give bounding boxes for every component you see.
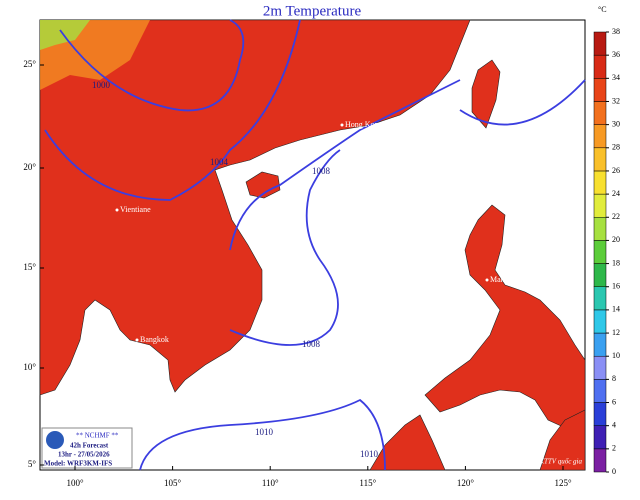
lat-label: 10° <box>23 362 36 372</box>
colorbar-cell <box>593 147 607 172</box>
info-time: 13hr - 27/05/2026 <box>58 451 110 459</box>
colorbar-cell <box>593 78 607 102</box>
colorbar-tick-label: 14 <box>612 305 620 314</box>
colorbar-tick-label: 12 <box>612 328 620 337</box>
colorbar-tick-label: 24 <box>612 189 620 198</box>
cool-area <box>40 20 90 50</box>
place-dot <box>500 65 504 69</box>
place-dot <box>233 350 237 354</box>
place-dot <box>485 278 489 282</box>
isobar-label: 1004 <box>210 157 229 167</box>
place-label: Hong Kong <box>345 120 383 129</box>
isobar <box>139 398 386 471</box>
colorbar-tick-label: 20 <box>612 235 620 244</box>
lat-label: 25° <box>23 59 36 69</box>
colorbar-cell <box>593 286 607 311</box>
place-label: Vientiane <box>120 205 151 214</box>
logo <box>46 431 64 449</box>
colorbar-cell <box>593 217 607 241</box>
colorbar-tick-label: 22 <box>612 212 620 221</box>
colorbar-cell <box>593 355 607 380</box>
colorbar-cell <box>593 101 607 125</box>
info-org: ** NCHMF ** <box>76 432 119 440</box>
hainan <box>245 171 281 199</box>
colorbar-cell <box>593 240 607 264</box>
place-dot <box>340 123 344 127</box>
colorbar-tick-label: 28 <box>612 143 620 152</box>
colorbar-tick-label: 10 <box>612 351 620 360</box>
colorbar-tick-label: 36 <box>612 50 620 59</box>
colorbar-tick-label: 0 <box>612 467 616 476</box>
borneo <box>369 414 446 471</box>
place-label: Manila <box>490 275 513 284</box>
colorbar-tick-label: 26 <box>612 166 620 175</box>
isobar-label: 1008 <box>312 166 331 176</box>
colorbar-cell <box>593 309 607 334</box>
colorbar-tick-label: 2 <box>612 444 616 453</box>
colorbar-cell <box>593 332 607 357</box>
colorbar-tick-label: 30 <box>612 119 620 128</box>
place-dot <box>115 208 119 212</box>
isobar-label: 1008 <box>302 339 321 349</box>
lon-label: 125° <box>554 478 572 488</box>
colorbar-cell <box>593 402 607 426</box>
colorbar-cell <box>593 124 607 149</box>
colorbar-tick-label: 8 <box>612 374 616 383</box>
colorbar-cell <box>593 31 607 56</box>
isobar <box>59 19 245 112</box>
colorbar-tick-label: 4 <box>612 421 616 430</box>
colorbar-tick-label: 6 <box>612 397 616 406</box>
info-model: Model: WRF3KM-IFS <box>44 460 112 468</box>
isobar <box>229 149 341 346</box>
lat-label: 20° <box>23 162 36 172</box>
colorbar-unit: °C <box>598 5 607 14</box>
colorbar-cell <box>593 54 607 79</box>
lon-label: 110° <box>262 478 279 488</box>
isobar-label: 1010 <box>360 449 379 459</box>
lon-label: 100° <box>66 478 84 488</box>
place-label: Taipei <box>505 62 526 71</box>
colorbar-cell <box>593 263 607 287</box>
lon-label: 115° <box>359 478 376 488</box>
place-label: Truong Sa <box>314 390 348 399</box>
credit: Trung tâm Dự báo KTTV quốc gia <box>486 458 583 466</box>
map: 1000 1004 1008 1008 1010 1010 Taipei Hong… <box>39 19 586 471</box>
sulawesi <box>539 409 586 471</box>
lon-label: 105° <box>164 478 182 488</box>
place-label: Hoang Sa <box>322 230 354 239</box>
colorbar-tick-label: 18 <box>612 258 620 267</box>
place-dot <box>317 233 321 237</box>
axes: 25° 20° 15° 10° 5° 100° 105° 110° 115° 120° 125° <box>23 59 572 488</box>
isobar <box>44 19 301 201</box>
colorbar-cell <box>593 170 607 195</box>
taiwan <box>471 59 501 129</box>
colorbar-tick-label: 38 <box>612 27 620 36</box>
colorbar-cell <box>593 448 607 473</box>
lat-label: 5° <box>28 459 37 469</box>
colorbar-cell <box>593 425 607 450</box>
place-label: Bangkok <box>140 335 169 344</box>
info-forecast: 42h Forecast <box>70 442 109 450</box>
lat-label: 15° <box>23 262 36 272</box>
lon-label: 120° <box>457 478 475 488</box>
colorbar-tick-label: 34 <box>612 73 620 82</box>
colorbar-cell <box>593 193 607 218</box>
place-label: Ho Chi Minh City <box>238 347 296 356</box>
place-dot <box>309 393 313 397</box>
colorbar-tick-label: 16 <box>612 282 620 291</box>
isobar-label: 1010 <box>255 427 274 437</box>
isobar <box>229 79 586 251</box>
isobar-label: 1000 <box>92 80 111 90</box>
title: 2m Temperature <box>263 3 362 19</box>
philippines <box>424 204 586 431</box>
place-dot <box>135 338 139 342</box>
colorbar-cell <box>593 379 607 403</box>
colorbar-tick-label: 32 <box>612 96 620 105</box>
